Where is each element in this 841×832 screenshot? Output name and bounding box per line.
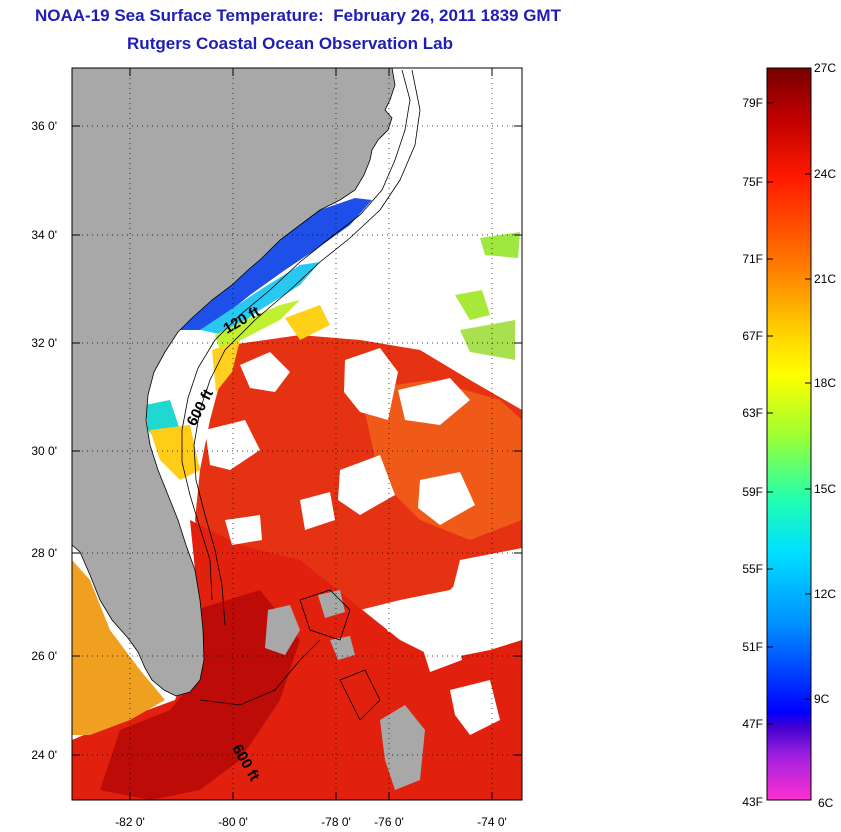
sst-green-patch-c <box>460 320 515 360</box>
colorbar-f-51: 51F <box>742 640 763 654</box>
colorbar-f-67: 67F <box>742 329 763 343</box>
colorbar-c-21: 21C <box>814 272 836 286</box>
land-bahamas-andros <box>265 605 300 655</box>
colorbar-f-63: 63F <box>742 406 763 420</box>
map-subtitle: Rutgers Coastal Ocean Observation Lab <box>127 34 453 53</box>
lat-label-28: 28 0' <box>31 546 57 560</box>
lon-label-80: -80 0' <box>218 815 248 829</box>
sst-green-patch-a <box>480 232 520 258</box>
lat-label-36: 36 0' <box>31 119 57 133</box>
lon-label-74: -74 0' <box>477 815 507 829</box>
sst-field-northeast <box>360 380 522 540</box>
colorbar-c-6: 6C <box>818 796 834 810</box>
colorbar-c-18: 18C <box>814 376 836 390</box>
bathymetry-contours <box>181 69 421 721</box>
land-southeast-us <box>72 68 396 697</box>
colorbar-f-71: 71F <box>742 252 763 266</box>
colorbar-c-9: 9C <box>814 692 830 706</box>
sst-green-patch-b <box>455 290 490 320</box>
lon-label-76: -76 0' <box>374 815 404 829</box>
colorbar-f-75: 75F <box>742 175 763 189</box>
lat-label-32: 32 0' <box>31 336 57 350</box>
sst-field-florida-strait <box>100 590 300 800</box>
lon-label-78: -78 0' <box>321 815 351 829</box>
map-title: NOAA-19 Sea Surface Temperature: Februar… <box>35 6 561 25</box>
colorbar-c-24: 24C <box>814 167 836 181</box>
land-keys-cuba <box>380 705 425 790</box>
colorbar-c-15: 15C <box>814 482 836 496</box>
colorbar-c-12: 12C <box>814 587 836 601</box>
colorbar-f-79: 79F <box>742 96 763 110</box>
colorbar-f-43: 43F <box>742 795 763 809</box>
lat-label-30: 30 0' <box>31 444 57 458</box>
colorbar-c-27: 27C <box>814 61 836 75</box>
lat-label-26: 26 0' <box>31 649 57 663</box>
colorbar-f-47: 47F <box>742 717 763 731</box>
land-bahamas-abaco <box>318 590 345 618</box>
colorbar-f-55: 55F <box>742 562 763 576</box>
map-canvas: 120 ft 600 ft 600 ft <box>72 68 522 800</box>
colorbar-f-59: 59F <box>742 485 763 499</box>
map-frame <box>71 67 523 801</box>
sst-yellow-patch <box>285 305 330 340</box>
lat-label-34: 34 0' <box>31 228 57 242</box>
cloud-mask <box>205 348 522 735</box>
lat-label-24: 24 0' <box>31 748 57 762</box>
sst-field-gulf-of-mexico <box>72 560 165 735</box>
lon-label-82: -82 0' <box>115 815 145 829</box>
colorbar <box>766 67 812 801</box>
map-tick-marks <box>72 68 522 800</box>
sst-shelf-green <box>215 300 300 350</box>
colorbar-ticks <box>767 102 811 725</box>
graticule <box>72 68 522 800</box>
sst-cold-shelf-water <box>178 198 372 330</box>
sst-coast-yellow-patch <box>150 425 200 480</box>
